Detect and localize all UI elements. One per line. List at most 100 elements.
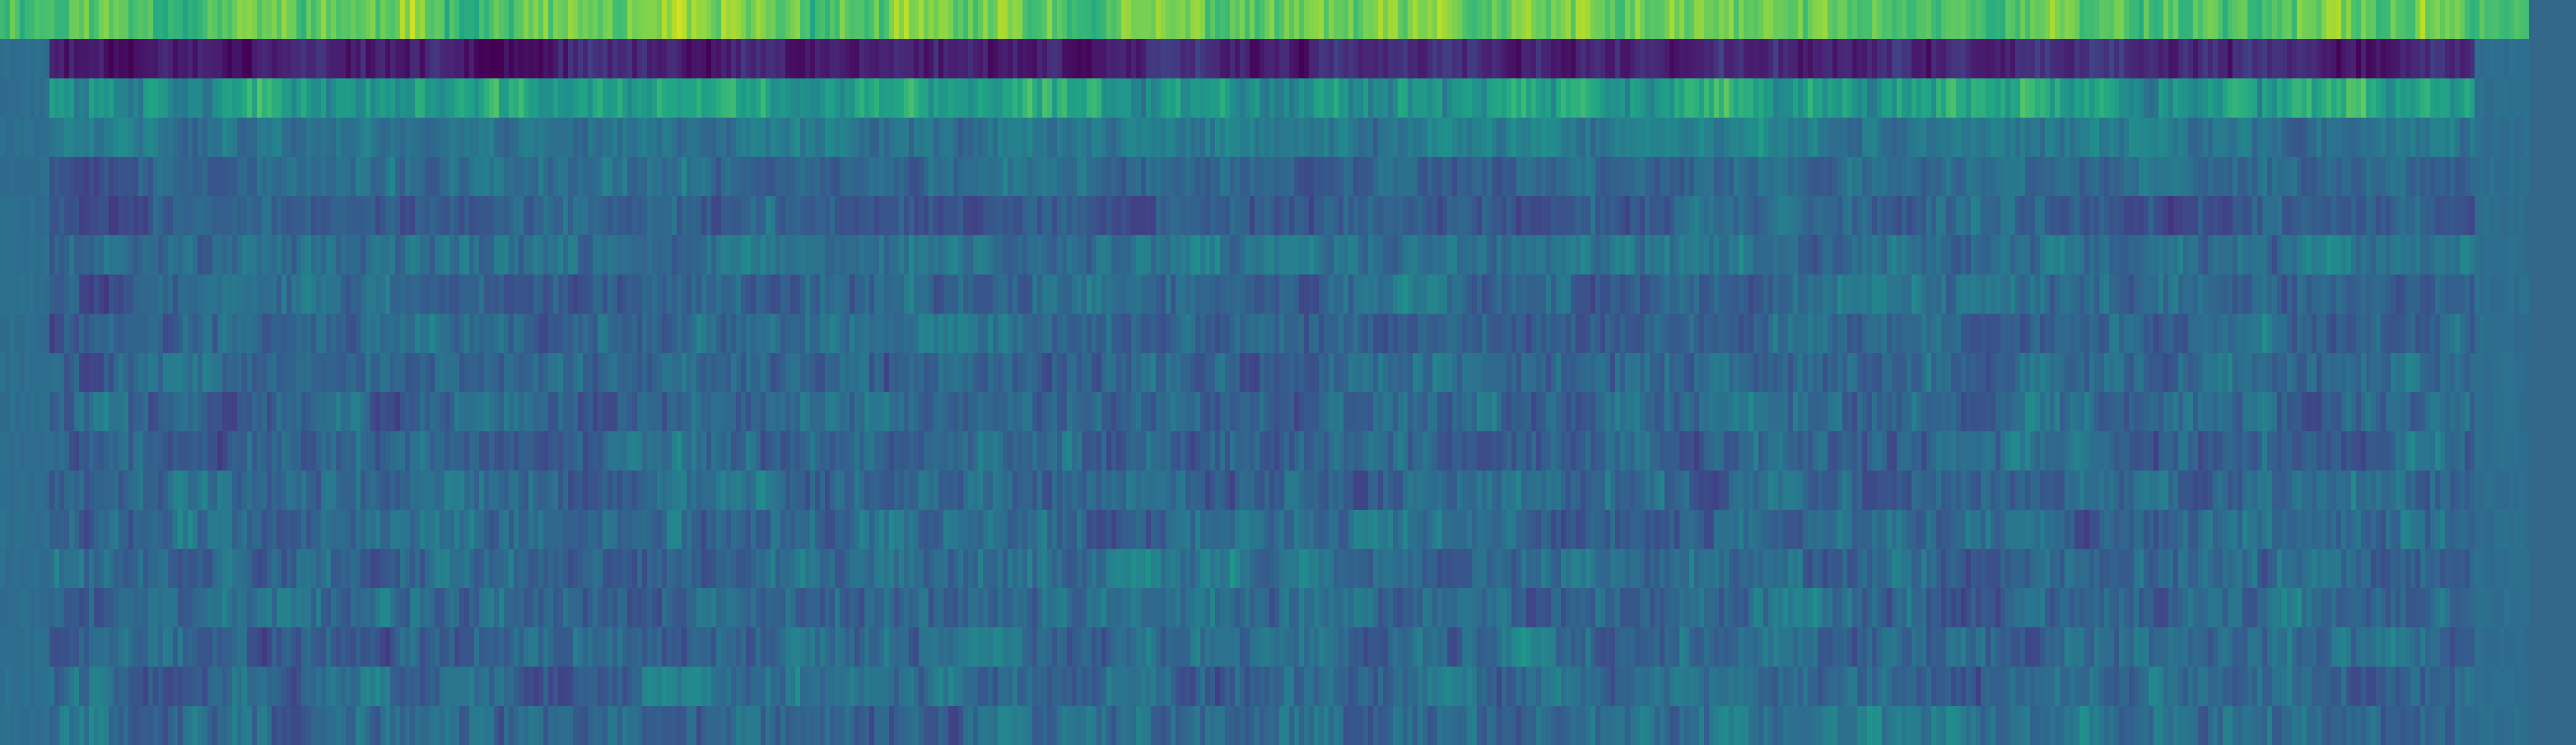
- heatmap-cell: [1723, 118, 1729, 157]
- heatmap-cell: [311, 353, 316, 393]
- heatmap-cell: [1076, 274, 1082, 314]
- heatmap-cell: [1264, 353, 1270, 393]
- heatmap-cell: [538, 118, 544, 157]
- heatmap-cell: [1343, 353, 1349, 393]
- heatmap-cell: [1333, 0, 1339, 40]
- heatmap-cell: [1733, 314, 1739, 353]
- heatmap-cell: [1101, 0, 1107, 40]
- heatmap-cell: [2198, 78, 2204, 118]
- heatmap-cell: [197, 118, 203, 157]
- heatmap-cell: [568, 39, 574, 79]
- heatmap-cell: [1329, 118, 1334, 157]
- heatmap-cell: [1976, 196, 1981, 236]
- heatmap-cell: [1966, 118, 1971, 157]
- heatmap-cell: [1185, 196, 1191, 236]
- heatmap-cell: [1654, 196, 1660, 236]
- heatmap-cell: [227, 353, 233, 393]
- heatmap-cell: [1313, 0, 1319, 40]
- heatmap-cell: [2134, 235, 2139, 275]
- heatmap-cell: [573, 39, 578, 79]
- heatmap-cell: [104, 196, 109, 236]
- heatmap-cell: [2138, 39, 2144, 79]
- heatmap-cell: [1417, 274, 1423, 314]
- heatmap-cell: [524, 235, 529, 275]
- heatmap-cell: [958, 196, 964, 236]
- heatmap-cell: [1240, 353, 1245, 393]
- heatmap-cell: [474, 353, 480, 393]
- heatmap-cell: [682, 314, 687, 353]
- heatmap-cell: [2410, 274, 2416, 314]
- heatmap-cell: [133, 235, 139, 275]
- heatmap-cell: [1294, 118, 1300, 157]
- heatmap-cell: [1828, 353, 1833, 393]
- heatmap-cell: [854, 78, 860, 118]
- heatmap-cell: [1881, 39, 1887, 79]
- heatmap-cell: [2326, 235, 2332, 275]
- heatmap-cell: [296, 353, 302, 393]
- heatmap-cell: [597, 39, 603, 79]
- heatmap-cell: [524, 196, 529, 236]
- heatmap-cell: [1862, 157, 1868, 197]
- heatmap-cell: [1358, 274, 1364, 314]
- heatmap-cell: [993, 118, 998, 157]
- heatmap-cell: [2138, 118, 2144, 157]
- heatmap-cell: [1037, 274, 1043, 314]
- heatmap-cell: [2203, 274, 2208, 314]
- heatmap-cell: [2119, 39, 2125, 79]
- heatmap-cell: [963, 196, 969, 236]
- heatmap-cell: [286, 235, 292, 275]
- heatmap-cell: [1417, 235, 1423, 275]
- heatmap-cell: [2282, 196, 2287, 236]
- heatmap-cell: [346, 196, 351, 236]
- heatmap-cell: [2153, 39, 2159, 79]
- heatmap-cell: [504, 196, 509, 236]
- heatmap-cell: [1828, 118, 1833, 157]
- heatmap-cell: [2415, 78, 2421, 118]
- heatmap-cell: [1289, 196, 1295, 236]
- heatmap-cell: [1921, 157, 1927, 197]
- heatmap-cell: [2222, 314, 2228, 353]
- heatmap-cell: [207, 39, 213, 79]
- heatmap-cell: [1210, 353, 1216, 393]
- heatmap-cell: [948, 235, 954, 275]
- heatmap-cell: [1116, 274, 1122, 314]
- heatmap-cell: [716, 274, 722, 314]
- heatmap-cell: [899, 157, 904, 197]
- heatmap-cell: [2104, 0, 2109, 40]
- heatmap-cell: [153, 39, 158, 79]
- heatmap-cell: [1565, 157, 1571, 197]
- heatmap-cell: [2356, 0, 2362, 40]
- heatmap-cell: [2336, 0, 2342, 40]
- heatmap-cell: [978, 196, 983, 236]
- heatmap-cell: [627, 274, 633, 314]
- heatmap-cell: [1650, 78, 1655, 118]
- heatmap-cell: [355, 353, 361, 393]
- heatmap-cell: [2272, 0, 2277, 40]
- heatmap-cell: [933, 0, 939, 40]
- heatmap-cell: [785, 353, 791, 393]
- heatmap-cell: [370, 196, 376, 236]
- heatmap-cell: [662, 274, 667, 314]
- heatmap-cell: [573, 196, 578, 236]
- heatmap-cell: [597, 235, 603, 275]
- heatmap-cell: [449, 196, 455, 236]
- heatmap-cell: [2242, 0, 2248, 40]
- heatmap-cell: [765, 78, 771, 118]
- heatmap-cell: [237, 39, 243, 79]
- heatmap-cell: [2173, 0, 2179, 40]
- heatmap-cell: [84, 39, 89, 79]
- heatmap-cell: [59, 235, 65, 275]
- heatmap-cell: [2153, 196, 2159, 236]
- heatmap-cell: [2459, 0, 2465, 40]
- heatmap-cell: [217, 0, 223, 40]
- heatmap-cell: [859, 235, 865, 275]
- heatmap-cell: [607, 314, 613, 353]
- heatmap-cell: [301, 235, 307, 275]
- heatmap-cell: [1689, 314, 1695, 353]
- heatmap-cell: [2222, 118, 2228, 157]
- heatmap-cell: [2277, 235, 2283, 275]
- heatmap-cell: [1145, 274, 1151, 314]
- heatmap-cell: [2257, 78, 2263, 118]
- heatmap-cell: [1595, 118, 1601, 157]
- heatmap-cell: [682, 353, 687, 393]
